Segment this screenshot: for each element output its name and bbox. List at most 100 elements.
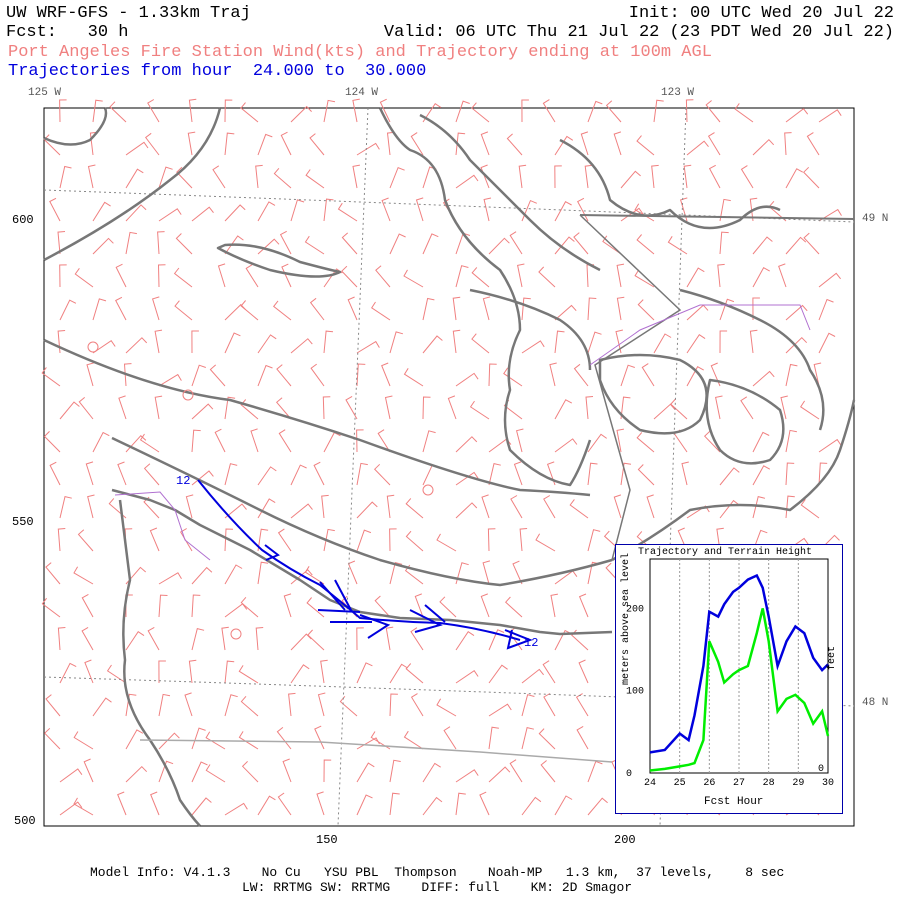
wind-barb: [785, 336, 808, 354]
wind-barb: [305, 169, 325, 189]
wind-barb: [605, 100, 622, 123]
wind-barb: [389, 561, 403, 585]
wind-barb: [487, 528, 496, 552]
wind-barb: [482, 560, 491, 585]
wind-barb: [59, 768, 83, 783]
wind-barb: [356, 627, 364, 651]
inset-x-tick: 27: [733, 778, 745, 789]
wind-barb: [224, 396, 236, 420]
wind-barb: [158, 760, 174, 783]
wind-barb: [224, 132, 235, 156]
wind-barb: [740, 165, 754, 189]
wind-barb: [386, 494, 395, 519]
map-frame: [43, 107, 855, 827]
wind-barb: [224, 660, 235, 684]
wind-barb: [191, 797, 212, 816]
wind-barb: [356, 794, 373, 816]
wind-barb: [554, 201, 572, 222]
wind-barb: [371, 301, 391, 321]
wind-barb: [115, 263, 127, 288]
wind-barb: [118, 395, 127, 420]
inset-series-terrain: [649, 608, 830, 772]
wind-barb: [59, 99, 67, 123]
wind-barb: [356, 737, 380, 750]
wind-barb: [212, 165, 226, 189]
wind-barb: [521, 796, 542, 816]
wind-barb: [587, 462, 598, 486]
wind-barb: [158, 660, 166, 684]
wind-barb: [455, 265, 469, 288]
wind-barb: [785, 462, 795, 486]
wind-barb: [602, 235, 622, 255]
wind-barb: [587, 331, 602, 354]
wind-barb: [290, 633, 312, 651]
wind-barb: [578, 593, 589, 618]
wind-barb: [125, 231, 137, 255]
wind-barb: [616, 296, 625, 321]
wind-barb: [59, 165, 72, 189]
wind-barb: [719, 499, 740, 519]
wind-barb: [184, 692, 193, 717]
wind-barb: [217, 263, 226, 288]
wind-barb: [313, 461, 325, 486]
wind-barb: [488, 664, 508, 684]
wind-barb: [125, 337, 148, 354]
wind-barb: [455, 502, 478, 519]
wind-barb: [221, 626, 229, 651]
wind-barb: [175, 233, 193, 255]
wind-barb: [279, 230, 292, 255]
wind-barb: [554, 438, 578, 453]
wind-barb: [158, 166, 173, 189]
wind-barb: [575, 693, 589, 717]
wind-barb: [41, 597, 61, 618]
trajectory-arrow: [504, 629, 533, 650]
wind-barb: [188, 659, 197, 684]
wind-barb: [422, 464, 439, 486]
wind-barb: [158, 594, 168, 618]
wind-barb: [479, 791, 490, 816]
wind-barb: [57, 330, 66, 354]
wind-barb: [224, 332, 241, 354]
wind-barb: [41, 367, 61, 387]
wind-barb: [785, 429, 797, 453]
wind-barb: [580, 131, 589, 156]
wind-barb: [59, 495, 72, 519]
wind-barb: [384, 395, 393, 420]
wind-barb: [389, 528, 397, 552]
wind-barb: [59, 662, 77, 684]
wind-barb: [180, 528, 193, 552]
inset-xlabel: Fcst Hour: [704, 796, 764, 808]
wind-barb: [483, 197, 492, 222]
trajectory-arrow: [409, 604, 446, 633]
lon-label-125w: 125 W: [28, 87, 62, 99]
wind-barb: [191, 429, 201, 453]
wind-barb: [620, 396, 631, 420]
inset-x-tick: 28: [763, 778, 775, 789]
wind-barb: [686, 334, 706, 354]
wind-barb: [403, 730, 424, 750]
wind-barb: [512, 560, 523, 585]
wind-barb: [543, 495, 556, 519]
wind-barb: [191, 566, 213, 585]
wind-barb: [818, 332, 836, 354]
wind-barb: [515, 428, 524, 453]
wind-barb: [151, 296, 160, 321]
wind-barb: [785, 108, 809, 123]
wind-barb: [143, 463, 160, 486]
wind-barb: [323, 330, 334, 354]
model-title: UW WRF-GFS - 1.33km Traj: [6, 4, 251, 23]
wind-barb: [800, 400, 820, 420]
wind-barb: [309, 133, 325, 156]
wind-barb: [717, 263, 725, 288]
wind-barb: [314, 725, 325, 750]
wind-barb: [653, 99, 664, 123]
valid-time: Valid: 06 UTC Thu 21 Jul 22 (23 PDT Wed …: [383, 23, 894, 42]
wind-barb: [191, 761, 208, 783]
wind-barb: [304, 235, 325, 255]
wind-barb: [752, 297, 760, 321]
wind-barb: [554, 795, 573, 816]
wind-barb: [471, 333, 490, 354]
wind-barb: [455, 132, 466, 156]
wind-barbs: [41, 98, 842, 816]
wind-barb: [620, 207, 644, 222]
